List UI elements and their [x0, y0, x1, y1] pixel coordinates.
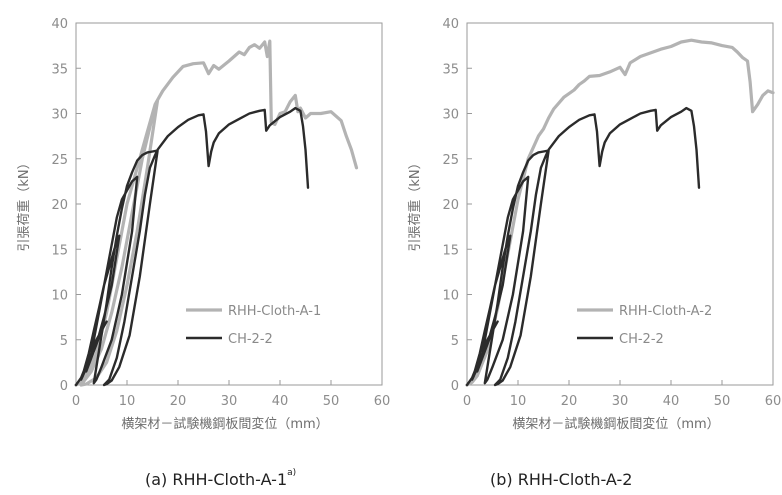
- y-tick-label: 0: [451, 379, 459, 394]
- y-axis-label: 引張荷重（kN）: [16, 156, 32, 251]
- panel-caption-text: (a) RHH-Cloth-A-1: [145, 470, 287, 489]
- y-tick-label: 30: [442, 108, 459, 123]
- x-tick-label: 30: [221, 394, 238, 409]
- x-tick-label: 50: [323, 394, 340, 409]
- panel-caption: (a) RHH-Cloth-A-1a): [145, 468, 296, 489]
- y-tick-label: 0: [60, 379, 68, 394]
- x-tick-label: 0: [463, 394, 471, 409]
- panel-caption-text: (b) RHH-Cloth-A-2: [490, 470, 632, 489]
- y-tick-label: 5: [451, 334, 459, 349]
- y-tick-label: 25: [442, 153, 459, 168]
- y-tick-label: 35: [442, 62, 459, 77]
- legend-label-series-1: RHH-Cloth-A-2: [619, 304, 712, 319]
- x-tick-label: 40: [272, 394, 289, 409]
- y-tick-label: 10: [51, 289, 68, 304]
- y-axis-label: 引張荷重（kN）: [407, 156, 423, 251]
- legend: RHH-Cloth-A-1 CH-2-2: [186, 304, 321, 347]
- x-tick-label: 50: [714, 394, 731, 409]
- series-group: [74, 39, 359, 387]
- x-ticks: 0 10 20 30 40 50 60: [72, 380, 390, 409]
- x-tick-label: 10: [510, 394, 527, 409]
- x-axis-label: 横架材－試験機鋼板間変位（mm）: [512, 416, 719, 432]
- series-line-1: [465, 38, 775, 387]
- series-group: [465, 38, 775, 387]
- y-tick-label: 30: [51, 108, 68, 123]
- x-axis-label: 横架材－試験機鋼板間変位（mm）: [121, 416, 328, 432]
- x-tick-label: 60: [765, 394, 782, 409]
- y-tick-label: 40: [442, 17, 459, 32]
- x-tick-label: 20: [561, 394, 578, 409]
- y-ticks: 0 5 10 15 20 25 30 35 40: [442, 17, 472, 394]
- y-tick-label: 20: [51, 198, 68, 213]
- legend: RHH-Cloth-A-2 CH-2-2: [577, 304, 712, 347]
- x-tick-label: 0: [72, 394, 80, 409]
- x-tick-label: 20: [170, 394, 187, 409]
- y-tick-label: 5: [60, 334, 68, 349]
- y-tick-label: 20: [442, 198, 459, 213]
- series-line-2: [465, 106, 701, 387]
- series-line-1: [74, 39, 359, 387]
- legend-label-series-2: CH-2-2: [228, 332, 273, 347]
- x-ticks: 0 10 20 30 40 50 60: [463, 380, 781, 409]
- panel-caption-superscript: a): [287, 468, 296, 478]
- panel-caption: (b) RHH-Cloth-A-2: [490, 470, 632, 489]
- y-tick-label: 10: [442, 289, 459, 304]
- y-tick-label: 15: [51, 243, 68, 258]
- x-tick-label: 30: [612, 394, 629, 409]
- x-tick-label: 10: [119, 394, 136, 409]
- legend-label-series-1: RHH-Cloth-A-1: [228, 304, 321, 319]
- legend-label-series-2: CH-2-2: [619, 332, 664, 347]
- x-tick-label: 60: [374, 394, 391, 409]
- y-tick-label: 15: [442, 243, 459, 258]
- y-ticks: 0 5 10 15 20 25 30 35 40: [51, 17, 81, 394]
- x-tick-label: 40: [663, 394, 680, 409]
- y-tick-label: 25: [51, 153, 68, 168]
- y-tick-label: 40: [51, 17, 68, 32]
- series-line-2: [74, 106, 310, 387]
- y-tick-label: 35: [51, 62, 68, 77]
